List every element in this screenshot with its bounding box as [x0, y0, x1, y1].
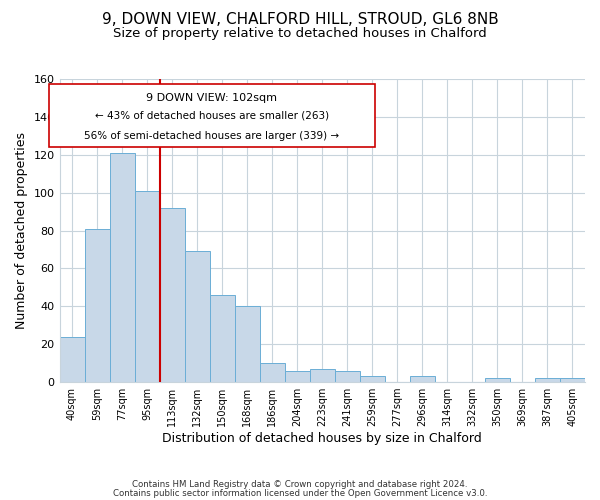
Bar [360, 376, 385, 382]
X-axis label: Distribution of detached houses by size in Chalford: Distribution of detached houses by size … [163, 432, 482, 445]
Bar [410, 376, 435, 382]
Text: 9 DOWN VIEW: 102sqm: 9 DOWN VIEW: 102sqm [146, 92, 277, 102]
Bar [310, 369, 335, 382]
Text: Contains public sector information licensed under the Open Government Licence v3: Contains public sector information licen… [113, 488, 487, 498]
Y-axis label: Number of detached properties: Number of detached properties [15, 132, 28, 329]
Bar [535, 378, 560, 382]
Text: 9, DOWN VIEW, CHALFORD HILL, STROUD, GL6 8NB: 9, DOWN VIEW, CHALFORD HILL, STROUD, GL6… [101, 12, 499, 28]
Bar [160, 208, 185, 382]
FancyBboxPatch shape [49, 84, 375, 147]
Text: 56% of semi-detached houses are larger (339) →: 56% of semi-detached houses are larger (… [85, 130, 340, 140]
Bar [560, 378, 585, 382]
Bar [110, 153, 134, 382]
Bar [85, 228, 110, 382]
Bar [185, 252, 209, 382]
Text: ← 43% of detached houses are smaller (263): ← 43% of detached houses are smaller (26… [95, 111, 329, 121]
Bar [335, 370, 360, 382]
Bar [285, 370, 310, 382]
Bar [260, 363, 285, 382]
Bar [209, 295, 235, 382]
Bar [235, 306, 260, 382]
Bar [59, 336, 85, 382]
Text: Size of property relative to detached houses in Chalford: Size of property relative to detached ho… [113, 28, 487, 40]
Bar [134, 191, 160, 382]
Bar [485, 378, 510, 382]
Text: Contains HM Land Registry data © Crown copyright and database right 2024.: Contains HM Land Registry data © Crown c… [132, 480, 468, 489]
